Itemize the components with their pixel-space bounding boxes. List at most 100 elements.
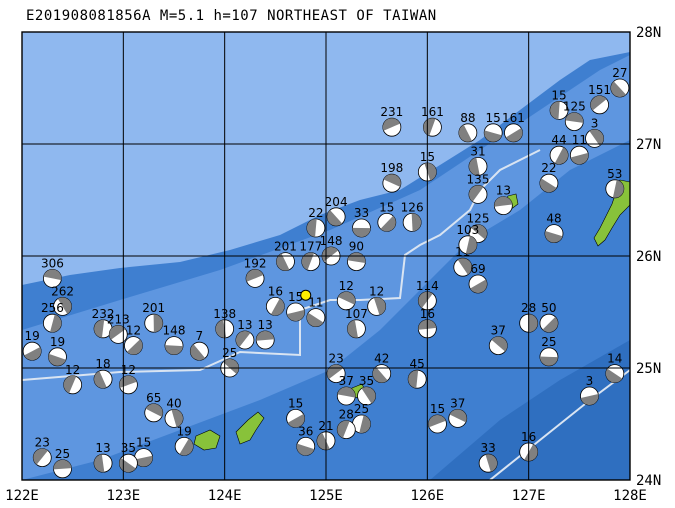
depth-label: 35 [121, 441, 136, 455]
depth-label: 15 [430, 402, 445, 416]
focal-mechanism: 15 [483, 111, 503, 143]
focal-mechanism: 306 [41, 256, 64, 288]
focal-mechanism: 25 [53, 447, 72, 479]
depth-label: 13 [258, 318, 273, 332]
depth-label: 12 [126, 324, 141, 338]
compressional-quadrant [215, 319, 227, 338]
compressional-quadrant [24, 346, 42, 361]
depth-label: 15 [288, 396, 303, 410]
compressional-quadrant [190, 344, 206, 361]
focal-mechanism: 27 [610, 66, 630, 98]
focal-mechanism: 36 [296, 424, 316, 456]
compressional-quadrant [408, 370, 419, 389]
depth-label: 256 [41, 301, 64, 315]
depth-label: 13 [237, 318, 252, 332]
depth-label: 213 [107, 312, 130, 326]
focal-mechanism: 126 [401, 200, 424, 232]
focal-mechanism: 12 [124, 324, 143, 356]
compressional-quadrant [539, 356, 558, 366]
focal-mechanism: 28 [336, 408, 356, 440]
compressional-quadrant [361, 387, 376, 404]
compressional-quadrant [465, 236, 477, 254]
focal-mechanism: 7 [189, 329, 209, 361]
compressional-quadrant [457, 258, 472, 275]
depth-label: 7 [196, 329, 204, 343]
depth-label: 22 [308, 206, 323, 220]
compressional-quadrant [411, 213, 422, 232]
depth-label: 151 [588, 83, 611, 97]
depth-label: 37 [339, 374, 354, 388]
longitude-tick-label: 126E [410, 488, 444, 504]
longitude-tick-label: 125E [309, 488, 343, 504]
focal-mechanism: 12 [336, 279, 356, 311]
depth-label: 15 [551, 88, 566, 102]
depth-label: 42 [374, 352, 389, 366]
depth-label: 25 [55, 447, 70, 461]
focal-mechanism: 22 [306, 206, 326, 238]
compressional-quadrant [545, 230, 563, 243]
latitude-tick-label: 28N [636, 25, 661, 41]
compressional-quadrant [296, 443, 315, 456]
focal-mechanism: 50 [539, 301, 559, 333]
compressional-quadrant [347, 319, 358, 338]
compressional-quadrant [612, 179, 624, 198]
depth-label: 19 [176, 424, 191, 438]
depth-label: 262 [51, 284, 74, 298]
focal-mechanism: 125 [563, 100, 586, 131]
compressional-quadrant [327, 210, 343, 226]
focal-mechanism: 13 [255, 318, 275, 350]
depth-label: 19 [24, 329, 39, 343]
depth-label: 45 [410, 357, 425, 371]
focal-mechanism: 65 [144, 391, 164, 423]
compressional-quadrant [505, 128, 523, 142]
focal-mechanism: 15 [134, 436, 154, 468]
compressional-quadrant [458, 124, 472, 142]
compressional-quadrant [590, 95, 607, 111]
depth-label: 19 [50, 335, 65, 349]
focal-mechanism: 21 [316, 419, 336, 451]
compressional-quadrant [382, 118, 401, 131]
compressional-quadrant [286, 309, 305, 321]
focal-mechanism: 13 [235, 318, 255, 350]
focal-mechanism: 12 [63, 363, 83, 395]
compressional-quadrant [554, 147, 569, 165]
focal-mechanism: 103 [456, 223, 479, 255]
focal-mechanism: 40 [164, 396, 184, 428]
iriomote-island [193, 429, 221, 451]
compressional-quadrant [306, 219, 317, 237]
focal-mechanism: 16 [265, 284, 285, 316]
compressional-quadrant [380, 215, 396, 232]
focal-mechanism: 12 [118, 363, 138, 395]
focal-mechanism: 88 [458, 111, 478, 143]
focal-mechanism: 15 [286, 290, 306, 322]
compressional-quadrant [134, 455, 153, 467]
latitude-tick-label: 24N [636, 473, 661, 489]
compressional-quadrant [418, 291, 433, 308]
focal-mechanism: 13 [93, 441, 113, 473]
depth-label: 135 [467, 172, 490, 186]
philippine-sea-area [430, 340, 630, 480]
compressional-quadrant [423, 118, 436, 136]
compressional-quadrant [57, 297, 72, 315]
compressional-quadrant [94, 370, 107, 389]
depth-label: 201 [142, 301, 165, 315]
depth-label: 23 [35, 436, 50, 450]
focal-mechanism: 107 [345, 307, 368, 339]
focal-mechanism: 15 [428, 402, 447, 434]
epicenter-marker [300, 289, 312, 301]
depth-label: 65 [146, 391, 161, 405]
depth-label: 35 [359, 374, 374, 388]
compressional-quadrant [246, 269, 264, 282]
focal-mechanism: 15 [377, 200, 397, 232]
focal-mechanism: 135 [467, 172, 490, 204]
compressional-quadrant [631, 49, 649, 58]
depth-label: 33 [354, 206, 369, 220]
compressional-quadrant [491, 336, 508, 352]
depth-label: 204 [325, 195, 348, 209]
depth-label: 15 [136, 436, 151, 450]
lat-lon-grid [22, 32, 630, 480]
depth-label: 18 [95, 357, 110, 371]
focal-mechanism: 37 [488, 324, 508, 356]
depth-label: 33 [480, 441, 495, 455]
